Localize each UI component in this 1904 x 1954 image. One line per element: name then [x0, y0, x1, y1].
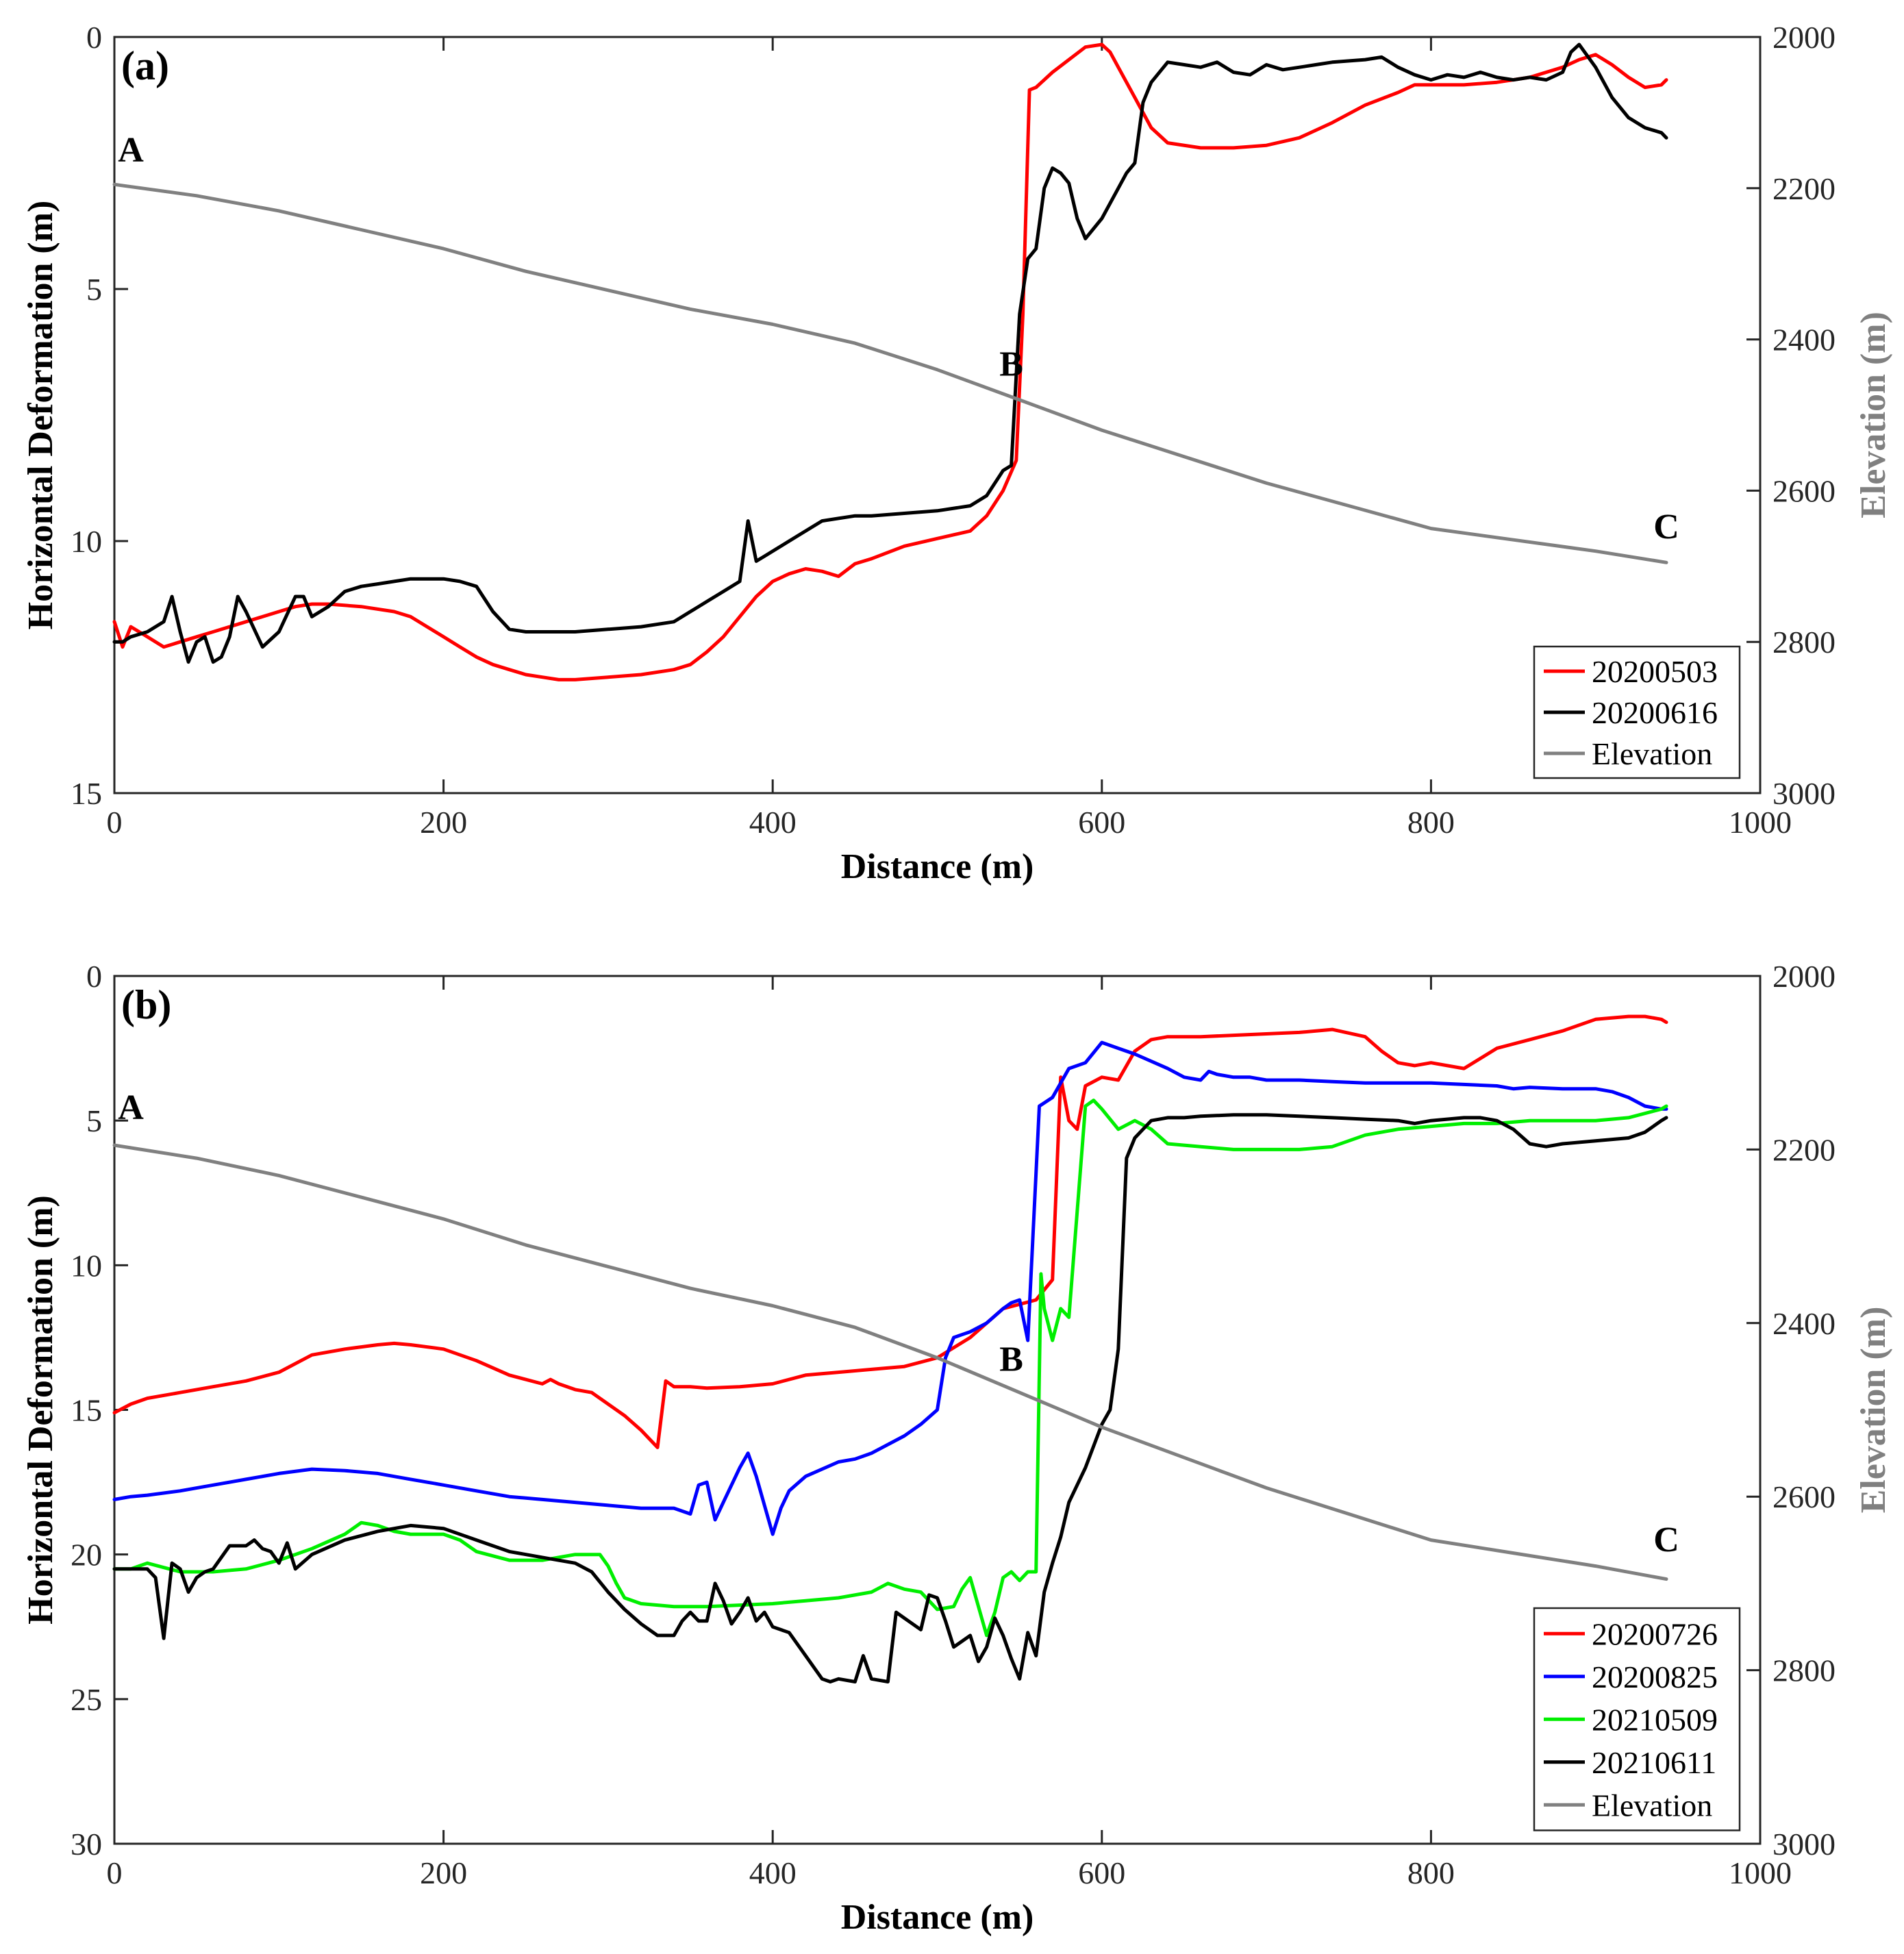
y2-tick-label: 2600 [1773, 473, 1836, 508]
profile-point-label: C [1653, 1520, 1679, 1560]
legend-label: 20210509 [1592, 1702, 1718, 1737]
panel-a-chart: 0 200 400 600 800 1000 0 5 10 15 2000 2200 2400 2600 2… [21, 20, 1893, 886]
series-line-20200616 [112, 42, 1668, 664]
legend-label: 20200616 [1592, 695, 1718, 730]
y2-axis-title: Elevation (m) [1854, 1307, 1893, 1514]
y-tick-label: 10 [71, 1248, 102, 1283]
plot-frame [113, 36, 1762, 794]
series-line-elevation [112, 182, 1668, 564]
x-tick-label: 200 [420, 1855, 467, 1890]
legend-label: 20200825 [1592, 1659, 1718, 1694]
y2-tick-label: 2400 [1773, 1306, 1836, 1341]
profile-point-label: B [999, 1340, 1023, 1379]
profile-point-label: C [1653, 508, 1679, 547]
y2-tick-label: 3000 [1773, 776, 1836, 811]
series-line-20210509 [112, 1099, 1668, 1638]
y2-tick-label: 2200 [1773, 171, 1836, 206]
series-line-20200726 [112, 1014, 1668, 1449]
y-tick-label: 15 [71, 1393, 102, 1428]
y-axis-title: Horizontal Deformation (m) [21, 201, 60, 630]
x-tick-label: 800 [1407, 805, 1455, 840]
legend-label: 20200503 [1592, 654, 1718, 689]
y-tick-label: 30 [71, 1827, 102, 1862]
legend-label: Elevation [1592, 1788, 1712, 1823]
panel-label: (b) [121, 982, 171, 1027]
series-line-elevation [112, 1143, 1668, 1581]
y-tick-label: 15 [71, 776, 102, 811]
panel-label: (a) [121, 43, 169, 88]
x-axis-title: Distance (m) [841, 1898, 1034, 1937]
legend-label: 20210611 [1592, 1745, 1716, 1780]
x-tick-label: 1000 [1729, 1855, 1792, 1890]
x-tick-label: 0 [107, 805, 123, 840]
series-line-20210611 [112, 1113, 1668, 1683]
y2-tick-label: 2600 [1773, 1479, 1836, 1514]
profile-point-label: A [118, 131, 144, 170]
x-tick-label: 400 [749, 805, 797, 840]
y-tick-label: 0 [86, 959, 102, 994]
profile-point-label: B [999, 345, 1023, 384]
series-line-20200825 [112, 1040, 1668, 1536]
x-tick-label: 600 [1078, 805, 1125, 840]
series-line-20200503 [112, 42, 1668, 681]
y2-tick-label: 2400 [1773, 323, 1836, 358]
y-axis-title: Horizontal Deformation (m) [21, 1195, 60, 1625]
y2-tick-label: 3000 [1773, 1827, 1836, 1862]
y-tick-label: 20 [71, 1538, 102, 1573]
x-tick-label: 400 [749, 1855, 797, 1890]
x-tick-label: 800 [1407, 1855, 1455, 1890]
y2-tick-label: 2800 [1773, 1653, 1836, 1688]
x-tick-label: 1000 [1729, 805, 1792, 840]
x-axis-title: Distance (m) [841, 847, 1034, 886]
x-tick-label: 200 [420, 805, 467, 840]
x-tick-label: 0 [107, 1855, 123, 1890]
legend-label: 20200726 [1592, 1616, 1718, 1651]
x-tick-label: 600 [1078, 1855, 1125, 1890]
y2-tick-label: 2800 [1773, 625, 1836, 660]
y-tick-label: 25 [71, 1682, 102, 1717]
y-tick-label: 0 [86, 20, 102, 55]
panel-b-chart: 0 200 400 600 800 1000 0 5 10 15 20 25 30 2000 2200 240… [21, 959, 1893, 1937]
profile-point-label: A [118, 1088, 144, 1127]
y2-tick-label: 2000 [1773, 20, 1836, 55]
y-tick-label: 5 [86, 1103, 102, 1138]
y2-tick-label: 2200 [1773, 1132, 1836, 1167]
legend-label: Elevation [1592, 736, 1712, 771]
y-tick-label: 5 [86, 272, 102, 307]
y2-axis-title: Elevation (m) [1854, 312, 1893, 518]
y-tick-label: 10 [71, 524, 102, 559]
y2-tick-label: 2000 [1773, 959, 1836, 994]
